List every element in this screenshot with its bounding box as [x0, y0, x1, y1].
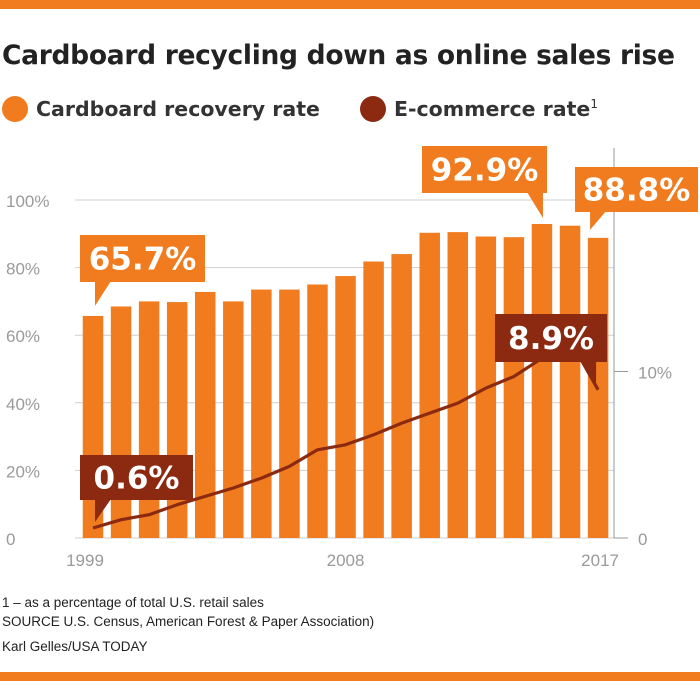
notes: 1 – as a percentage of total U.S. retail…: [2, 593, 374, 631]
chart-title: Cardboard recycling down as online sales…: [2, 40, 675, 71]
left-tick-label: 20%: [6, 462, 40, 481]
credit: Karl Gelles/USA TODAY: [2, 639, 148, 654]
source-note: SOURCE U.S. Census, American Forest & Pa…: [2, 614, 375, 629]
callout-label: 8.9%: [508, 321, 594, 357]
x-tick-label: 1999: [66, 551, 104, 570]
left-tick-label: 40%: [6, 395, 40, 414]
legend-item-recovery: Cardboard recovery rate: [2, 96, 320, 122]
right-tick-label: 0: [638, 530, 647, 549]
top-rule: [0, 0, 700, 9]
bar: [419, 232, 440, 538]
callout-tail: [95, 499, 111, 523]
footnote: 1 – as a percentage of total U.S. retail…: [2, 595, 264, 610]
left-tick-label: 80%: [6, 260, 40, 279]
legend-item-ecommerce: E-commerce rate1: [360, 96, 598, 122]
legend: Cardboard recovery rate E-commerce rate1: [2, 96, 698, 130]
callout-tail: [95, 281, 111, 306]
ecommerce-line: [92, 338, 600, 530]
bar: [194, 291, 216, 538]
footnote-marker: 1: [590, 97, 598, 112]
bar: [503, 237, 525, 538]
callout-label: 65.7%: [89, 242, 197, 278]
x-tick-label: 2017: [581, 551, 619, 570]
bar: [335, 276, 356, 538]
bar: [307, 284, 328, 538]
left-tick-label: 0: [6, 530, 15, 549]
callout-box: [495, 314, 607, 362]
bar: [391, 254, 412, 538]
callout-box: [575, 167, 698, 212]
bar: [279, 289, 300, 538]
bar: [531, 223, 553, 539]
left-tick-label: 100%: [6, 192, 49, 211]
left-tick-label: 60%: [6, 327, 40, 346]
x-tick-label: 2008: [327, 551, 365, 570]
bar: [251, 289, 272, 538]
bar: [110, 306, 132, 538]
legend-label-ecommerce: E-commerce rate: [394, 97, 591, 121]
right-tick-label: 10%: [638, 363, 672, 382]
callout-label: 92.9%: [431, 153, 539, 189]
callout-box: [80, 235, 205, 282]
callout-label: 0.6%: [94, 461, 180, 497]
bar: [223, 301, 244, 538]
bar: [138, 301, 160, 538]
callout-box: [422, 146, 547, 193]
callout-recovery-2017: 88.8%: [575, 167, 698, 230]
legend-swatch-ecommerce: [360, 96, 386, 122]
callout-tail: [526, 192, 543, 218]
bottom-rule: [0, 672, 700, 681]
callout-label: 88.8%: [583, 173, 691, 209]
callout-box: [80, 455, 193, 500]
legend-label-recovery: Cardboard recovery rate: [36, 97, 320, 121]
bar: [363, 261, 384, 538]
bar: [447, 232, 469, 539]
callout-recovery-1999: 65.7%: [80, 235, 205, 306]
callout-recovery-peak: 92.9%: [422, 146, 547, 218]
chart: 0 20% 40% 60% 80% 100% 0 10% 1999 2008 2017 65.7% 9…: [6, 146, 698, 570]
bar: [559, 225, 581, 539]
callout-ecommerce-2017: 8.9%: [495, 314, 607, 384]
legend-swatch-recovery: [2, 96, 28, 122]
callout-tail: [590, 211, 607, 230]
callout-ecommerce-1999: 0.6%: [80, 455, 193, 523]
